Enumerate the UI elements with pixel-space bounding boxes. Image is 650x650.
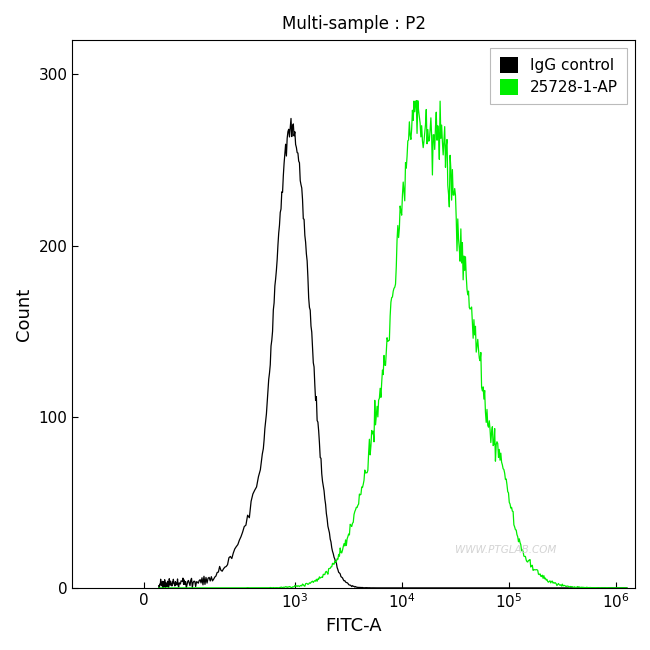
IgG control [281,140,289,148]
Line: IgG control: IgG control [159,118,627,588]
Legend: IgG control, 25728-1-AP: IgG control, 25728-1-AP [491,47,627,104]
IgG control [623,584,630,592]
25728-1-AP [471,322,479,330]
25728-1-AP [412,97,420,105]
Y-axis label: Count: Count [15,287,33,341]
25728-1-AP [155,584,163,592]
25728-1-AP [372,421,380,429]
IgG control [287,114,295,122]
Text: WWW.PTGLAB.COM: WWW.PTGLAB.COM [455,545,556,555]
25728-1-AP [511,523,519,531]
IgG control [228,554,236,562]
IgG control [511,584,519,592]
IgG control [372,584,380,592]
IgG control [471,584,479,592]
25728-1-AP [228,584,236,592]
IgG control [155,584,163,592]
25728-1-AP [436,155,443,163]
25728-1-AP [281,583,289,591]
IgG control [436,584,443,592]
Line: 25728-1-AP: 25728-1-AP [159,101,627,588]
25728-1-AP [155,584,162,592]
X-axis label: FITC-A: FITC-A [326,617,382,635]
IgG control [155,582,162,590]
25728-1-AP [623,584,630,592]
Title: Multi-sample : P2: Multi-sample : P2 [281,15,426,33]
